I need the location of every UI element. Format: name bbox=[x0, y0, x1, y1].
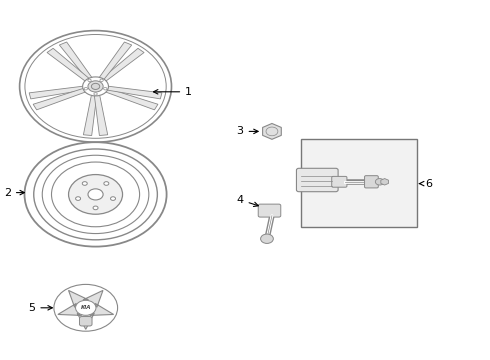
Circle shape bbox=[375, 179, 384, 185]
Polygon shape bbox=[58, 291, 114, 329]
Polygon shape bbox=[106, 86, 162, 99]
Polygon shape bbox=[99, 42, 132, 80]
Text: KIA: KIA bbox=[80, 305, 91, 310]
Circle shape bbox=[84, 87, 88, 90]
Circle shape bbox=[24, 142, 167, 247]
Text: 2: 2 bbox=[4, 188, 24, 198]
Circle shape bbox=[69, 175, 122, 214]
Polygon shape bbox=[59, 42, 92, 80]
Text: 1: 1 bbox=[153, 87, 192, 97]
Text: 3: 3 bbox=[237, 126, 258, 136]
Circle shape bbox=[94, 93, 97, 95]
Circle shape bbox=[75, 300, 96, 315]
Polygon shape bbox=[33, 88, 86, 110]
Polygon shape bbox=[83, 94, 97, 135]
Polygon shape bbox=[29, 86, 85, 99]
Circle shape bbox=[82, 182, 87, 185]
Polygon shape bbox=[263, 123, 281, 139]
Polygon shape bbox=[381, 179, 389, 185]
Circle shape bbox=[88, 189, 103, 200]
Circle shape bbox=[111, 197, 116, 201]
Circle shape bbox=[54, 284, 118, 331]
Circle shape bbox=[75, 197, 80, 201]
Polygon shape bbox=[101, 48, 144, 82]
FancyBboxPatch shape bbox=[332, 176, 347, 187]
Circle shape bbox=[88, 81, 103, 92]
Polygon shape bbox=[105, 88, 158, 110]
FancyBboxPatch shape bbox=[296, 168, 338, 192]
Circle shape bbox=[20, 31, 172, 142]
Circle shape bbox=[104, 182, 109, 185]
Polygon shape bbox=[94, 94, 108, 135]
Text: 4: 4 bbox=[237, 195, 258, 207]
Circle shape bbox=[93, 206, 98, 210]
FancyBboxPatch shape bbox=[79, 316, 92, 326]
Circle shape bbox=[261, 234, 273, 243]
Text: 5: 5 bbox=[28, 303, 52, 313]
Circle shape bbox=[88, 79, 91, 81]
Bar bbox=[301, 139, 416, 227]
FancyBboxPatch shape bbox=[258, 204, 281, 217]
Polygon shape bbox=[47, 48, 90, 82]
Text: 6: 6 bbox=[419, 179, 432, 189]
Circle shape bbox=[91, 83, 100, 90]
Circle shape bbox=[103, 87, 107, 90]
FancyBboxPatch shape bbox=[365, 176, 378, 188]
Circle shape bbox=[83, 77, 108, 96]
Circle shape bbox=[100, 79, 103, 81]
